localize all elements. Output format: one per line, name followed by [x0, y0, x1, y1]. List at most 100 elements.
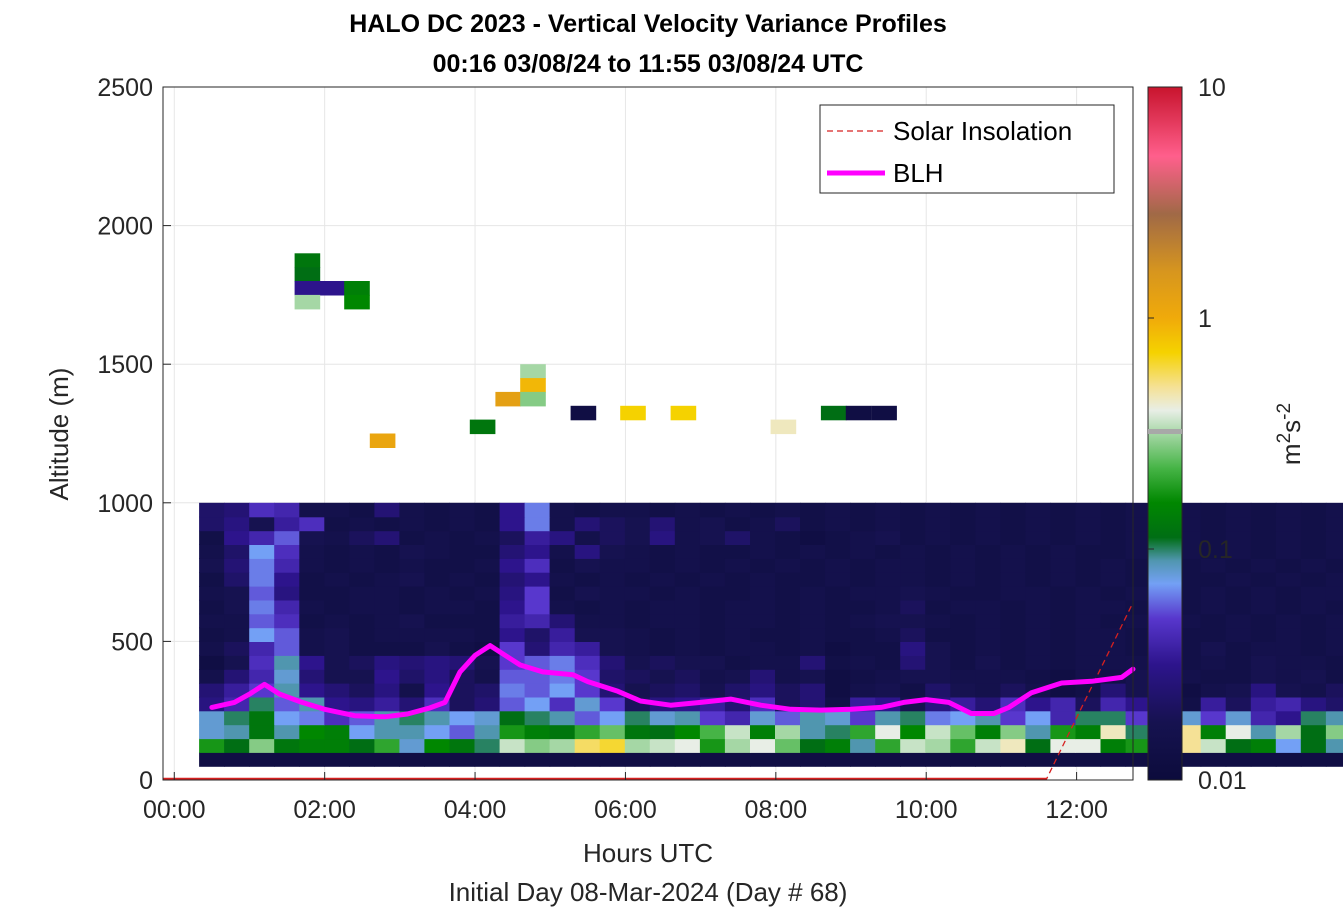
heatmap-cell	[1200, 572, 1227, 587]
heatmap-cell	[900, 502, 926, 518]
sparse-cell	[820, 405, 847, 421]
sparse-cell	[344, 294, 370, 310]
heatmap-cell	[399, 738, 425, 753]
heatmap-cell	[724, 558, 751, 573]
heatmap-cell	[850, 572, 876, 587]
heatmap-cell	[900, 683, 926, 698]
heatmap-cell	[699, 641, 726, 656]
heatmap-cell	[399, 669, 425, 684]
heatmap-cell	[199, 655, 225, 670]
heatmap-cell	[674, 613, 701, 629]
heatmap-cell	[624, 558, 651, 573]
heatmap-cell	[449, 696, 476, 712]
heatmap-cell	[1250, 502, 1277, 518]
heatmap-cell	[875, 502, 901, 518]
heatmap-cell	[549, 516, 576, 532]
heatmap-cell	[349, 516, 375, 532]
heatmap-cell	[775, 669, 801, 684]
heatmap-cell	[224, 696, 250, 712]
heatmap-cell	[925, 613, 951, 629]
heatmap-cell	[224, 641, 250, 656]
heatmap-cell	[249, 613, 275, 629]
heatmap-cell	[1225, 641, 1252, 656]
heatmap-cell	[249, 558, 275, 573]
sparse-cell	[469, 419, 496, 435]
heatmap-cell	[925, 544, 951, 559]
heatmap-cell	[1000, 516, 1026, 532]
heatmap-cell	[724, 655, 751, 670]
heatmap-cell	[1300, 586, 1327, 601]
heatmap-cell	[1225, 696, 1252, 712]
heatmap-cell	[674, 738, 701, 753]
heatmap-cell	[599, 516, 626, 532]
heatmap-cell	[349, 530, 375, 545]
heatmap-cell	[274, 530, 300, 545]
heatmap-cell	[474, 613, 501, 629]
heatmap-cell	[474, 502, 501, 518]
heatmap-cell	[1275, 627, 1302, 642]
heatmap-cell	[399, 558, 425, 573]
heatmap-cell	[724, 683, 751, 698]
heatmap-cell	[374, 641, 400, 656]
heatmap-cell	[1075, 613, 1102, 629]
heatmap-cell	[274, 572, 300, 587]
heatmap-cell	[825, 738, 851, 753]
heatmap-cell	[900, 655, 926, 670]
heatmap-cell	[574, 655, 601, 670]
heatmap-cell	[800, 752, 826, 767]
heatmap-cell	[449, 502, 476, 518]
heatmap-cell	[1325, 641, 1343, 656]
heatmap-cell	[224, 627, 250, 642]
heatmap-cell	[699, 502, 726, 518]
heatmap-cell	[474, 516, 501, 532]
heatmap-cell	[299, 544, 325, 559]
sparse-cell	[845, 405, 872, 421]
heatmap-cell	[1325, 710, 1343, 726]
heatmap-cell	[1000, 544, 1026, 559]
heatmap-cell	[299, 710, 325, 726]
heatmap-cell	[1100, 627, 1127, 642]
heatmap-cell	[925, 655, 951, 670]
heatmap-cell	[224, 669, 250, 684]
heatmap-cell	[249, 641, 275, 656]
heatmap-cell	[599, 530, 626, 545]
heatmap-cell	[499, 530, 526, 545]
heatmap-cell	[349, 613, 375, 629]
heatmap-cell	[299, 627, 325, 642]
heatmap-cell	[875, 710, 901, 726]
heatmap-cell	[1275, 502, 1302, 518]
heatmap-cell	[649, 599, 676, 615]
heatmap-cell	[549, 530, 576, 545]
heatmap-cell	[1300, 502, 1327, 518]
heatmap-cell	[449, 683, 476, 698]
heatmap-cell	[274, 558, 300, 573]
heatmap-cell	[1050, 641, 1076, 656]
heatmap-cell	[424, 530, 450, 545]
heatmap-cell	[1275, 724, 1302, 740]
heatmap-cell	[1225, 752, 1252, 767]
heatmap-cell	[925, 502, 951, 518]
heatmap-cell	[524, 530, 551, 545]
heatmap-cell	[199, 738, 225, 753]
heatmap-cell	[699, 586, 726, 601]
heatmap-cell	[724, 572, 751, 587]
heatmap-cell	[1250, 516, 1277, 532]
heatmap-cell	[524, 613, 551, 629]
heatmap-cell	[499, 710, 526, 726]
heatmap-cell	[699, 558, 726, 573]
heatmap-cell	[324, 696, 350, 712]
heatmap-cell	[1325, 752, 1343, 767]
heatmap-cell	[1100, 502, 1127, 518]
heatmap-cell	[1100, 724, 1127, 740]
heatmap-cell	[1200, 641, 1227, 656]
heatmap-cell	[775, 572, 801, 587]
heatmap-cell	[524, 696, 551, 712]
heatmap-cell	[599, 738, 626, 753]
heatmap-cell	[449, 738, 476, 753]
heatmap-cells	[199, 502, 1343, 767]
heatmap-cell	[299, 752, 325, 767]
heatmap-cell	[1000, 752, 1026, 767]
heatmap-cell	[449, 724, 476, 740]
heatmap-cell	[449, 710, 476, 726]
heatmap-cell	[1100, 738, 1127, 753]
